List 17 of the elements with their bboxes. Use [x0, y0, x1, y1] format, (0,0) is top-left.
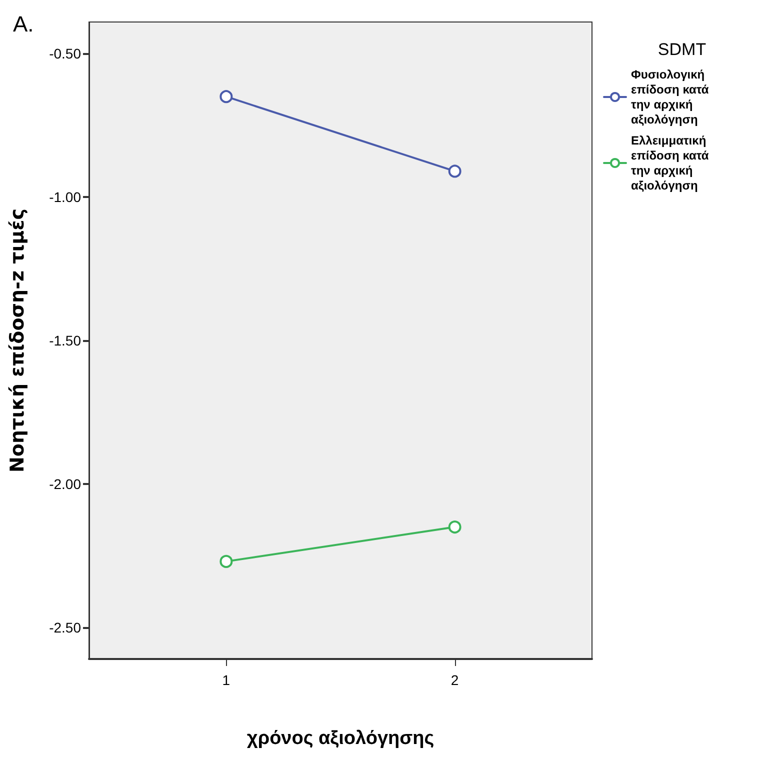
legend-title: SDMT — [658, 40, 706, 59]
point — [448, 164, 462, 178]
y-tick-label: -2.50 — [49, 619, 82, 636]
legend-label: Ελλειμματική επίδοση κατά την αρχική αξιολόγηση — [631, 134, 712, 192]
x-tick-label: 2 — [450, 672, 459, 688]
y-axis-title: Νοητική επίδοση-z τιμές — [6, 208, 28, 472]
point — [220, 90, 233, 104]
y-tick-label: -2.00 — [49, 476, 82, 492]
y-tick-label: -1.50 — [49, 332, 82, 348]
point — [448, 520, 462, 534]
y-tick-label: -0.50 — [49, 46, 82, 62]
x-axis-title: χρόνος αξιολόγησης — [246, 728, 434, 749]
chart-title: A. — [13, 12, 34, 36]
y-tick-label: -1.00 — [49, 189, 82, 206]
x-tick-label: 1 — [222, 672, 230, 688]
legend-label: Φυσιολογική επίδοση κατά την αρχική αξιολόγηση — [631, 68, 712, 126]
point — [220, 554, 233, 568]
